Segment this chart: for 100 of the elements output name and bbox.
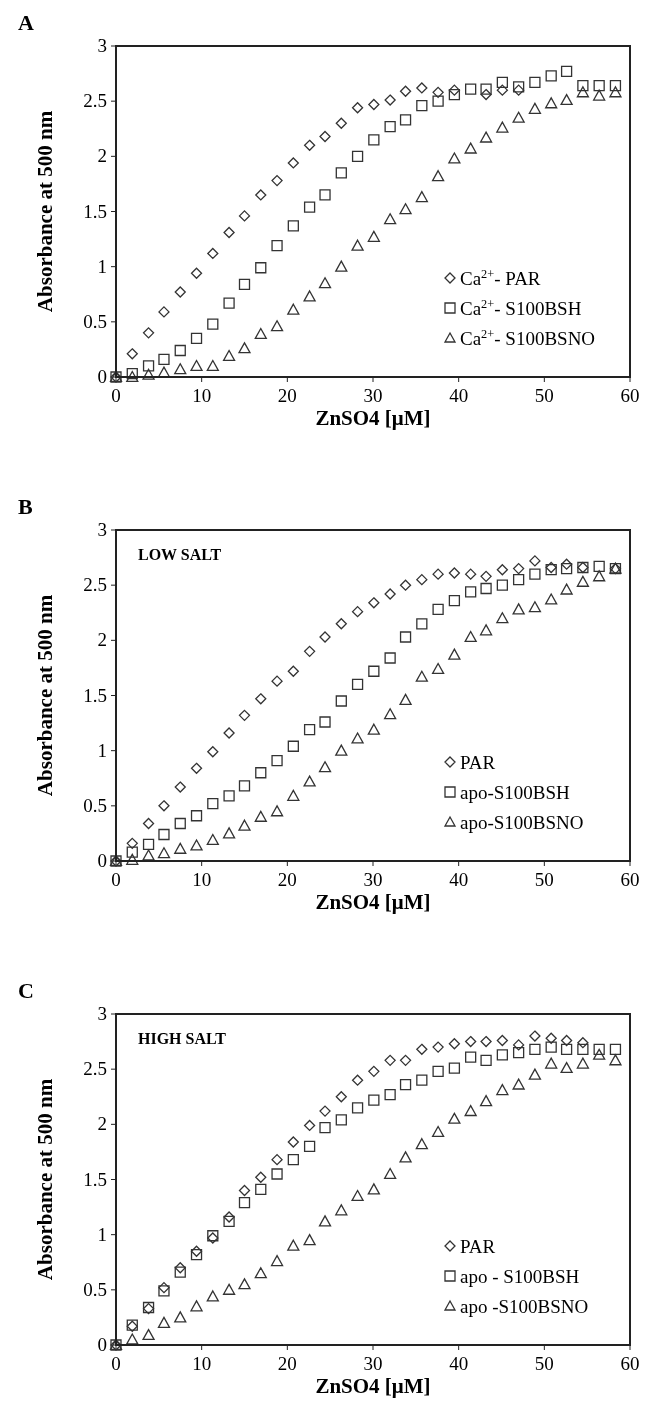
- point: [399, 85, 412, 97]
- legend-label: apo -S100BSNO: [460, 1296, 589, 1317]
- point: [512, 562, 525, 575]
- point: [351, 1189, 364, 1202]
- point: [560, 1043, 573, 1055]
- point: [174, 781, 186, 793]
- point: [254, 810, 267, 822]
- x-tick-label: 50: [534, 385, 554, 406]
- point: [399, 1054, 412, 1066]
- point: [206, 359, 219, 372]
- point: [512, 111, 525, 123]
- y-axis-title: Absorbance at 500 nm: [33, 1078, 57, 1281]
- point: [528, 102, 542, 114]
- point: [512, 1046, 525, 1059]
- point: [479, 131, 493, 143]
- point: [254, 327, 267, 340]
- point: [190, 762, 203, 774]
- point: [223, 727, 235, 739]
- point: [157, 1316, 171, 1328]
- point: [303, 201, 316, 213]
- point: [174, 1266, 186, 1278]
- point: [431, 1125, 445, 1138]
- point: [528, 1068, 542, 1080]
- x-tick-label: 40: [449, 1353, 469, 1374]
- point: [190, 1300, 203, 1312]
- point: [174, 344, 186, 357]
- point: [142, 327, 155, 339]
- point: [351, 239, 364, 251]
- point: [384, 652, 396, 664]
- point: [158, 1281, 170, 1294]
- point: [384, 94, 396, 106]
- point: [480, 1054, 492, 1066]
- x-axis-title: ZnSO4 [μM]: [315, 406, 431, 430]
- point: [545, 593, 558, 605]
- point: [271, 174, 283, 187]
- point: [270, 805, 284, 817]
- point: [303, 724, 316, 736]
- x-tick-label: 40: [449, 869, 469, 890]
- point: [335, 1114, 347, 1126]
- point: [335, 618, 347, 630]
- point: [367, 1183, 381, 1195]
- point: [577, 1037, 589, 1049]
- point: [560, 562, 573, 575]
- point: [222, 349, 236, 362]
- point: [238, 210, 251, 222]
- point: [318, 761, 332, 773]
- point: [512, 574, 525, 586]
- point: [545, 1032, 557, 1044]
- point: [238, 709, 251, 722]
- y-tick-label: 1.5: [83, 684, 107, 706]
- point: [480, 570, 492, 582]
- point: [576, 575, 590, 587]
- point: [528, 601, 542, 613]
- point: [529, 1043, 541, 1055]
- point: [335, 695, 347, 707]
- y-axis-title: Absorbance at 500 nm: [33, 594, 57, 797]
- point: [416, 618, 428, 630]
- point: [318, 277, 332, 289]
- point: [545, 1041, 557, 1053]
- point: [255, 1171, 267, 1183]
- point: [319, 1105, 331, 1117]
- point: [190, 359, 203, 372]
- y-tick-label: 3: [97, 519, 107, 540]
- point: [432, 568, 444, 580]
- point: [576, 1057, 590, 1069]
- point: [399, 203, 412, 215]
- y-tick-label: 1: [97, 255, 107, 277]
- point: [335, 1204, 348, 1216]
- point: [190, 1248, 203, 1261]
- point: [593, 89, 606, 101]
- x-tick-label: 10: [192, 869, 212, 890]
- annotation: LOW SALT: [138, 546, 222, 563]
- point: [223, 297, 235, 309]
- point: [222, 827, 236, 839]
- point: [529, 568, 541, 580]
- point: [255, 262, 267, 274]
- point: [399, 579, 412, 591]
- point: [335, 1091, 347, 1103]
- point: [157, 366, 171, 378]
- point: [271, 754, 283, 767]
- point: [448, 1062, 461, 1074]
- point: [496, 84, 509, 96]
- y-axis-title: Absorbance at 500 nm: [33, 110, 57, 313]
- point: [190, 267, 203, 279]
- point: [384, 1088, 396, 1101]
- point: [255, 767, 267, 779]
- point: [287, 1239, 300, 1251]
- point: [303, 645, 316, 658]
- point: [142, 1328, 155, 1341]
- point: [432, 603, 444, 616]
- point: [303, 1234, 316, 1246]
- point: [432, 1041, 444, 1053]
- y-tick-label: 1.5: [83, 1168, 107, 1190]
- point: [465, 1035, 477, 1048]
- point: [271, 240, 283, 252]
- point: [383, 1167, 397, 1180]
- point: [577, 1043, 589, 1055]
- x-tick-label: 20: [277, 869, 297, 890]
- point: [126, 853, 139, 865]
- point: [158, 306, 170, 318]
